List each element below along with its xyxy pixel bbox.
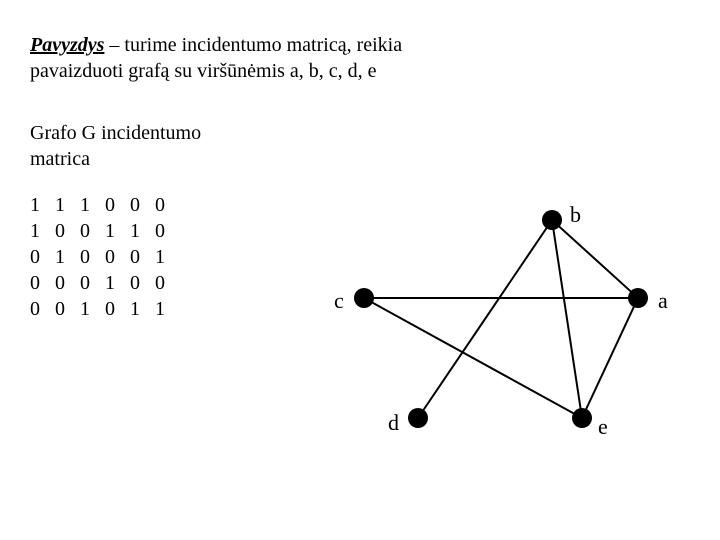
graph-node-b [542, 210, 562, 230]
graph-node-label-d: d [388, 410, 399, 436]
title-block: Pavyzdys – turime incidentumo matricą, r… [30, 32, 402, 84]
graph-area: b a c e d [290, 190, 690, 470]
graph-node-label-b: b [570, 202, 581, 228]
matrix-row: 0 0 0 1 0 0 [30, 270, 170, 296]
graph-node-label-a: a [658, 288, 668, 314]
matrix-row: 1 0 0 1 1 0 [30, 218, 170, 244]
graph-edge [552, 220, 582, 418]
title-word: Pavyzdys [30, 34, 104, 56]
graph-edge [582, 298, 638, 418]
graph-edge [552, 220, 638, 298]
matrix-row: 0 0 1 0 1 1 [30, 296, 170, 322]
subtitle-block: Grafo G incidentumo matrica [30, 120, 201, 172]
graph-node-label-e: e [598, 414, 608, 440]
graph-edge [364, 298, 582, 418]
matrix-row: 0 1 0 0 0 1 [30, 244, 170, 270]
graph-node-a [628, 288, 648, 308]
title-line2: pavaizduoti grafą su viršūnėmis a, b, c,… [30, 60, 377, 82]
graph-node-e [572, 408, 592, 428]
graph-node-d [408, 408, 428, 428]
graph-svg [290, 190, 690, 470]
title-rest-line1: – turime incidentumo matricą, reikia [104, 34, 402, 56]
graph-node-label-c: c [334, 288, 344, 314]
subtitle-line1: Grafo G incidentumo [30, 122, 201, 144]
matrix-row: 1 1 1 0 0 0 [30, 192, 170, 218]
graph-edge [418, 220, 552, 418]
subtitle-line2: matrica [30, 148, 90, 170]
incidence-matrix: 1 1 1 0 0 01 0 0 1 1 00 1 0 0 0 10 0 0 1… [30, 192, 170, 322]
graph-node-c [354, 288, 374, 308]
